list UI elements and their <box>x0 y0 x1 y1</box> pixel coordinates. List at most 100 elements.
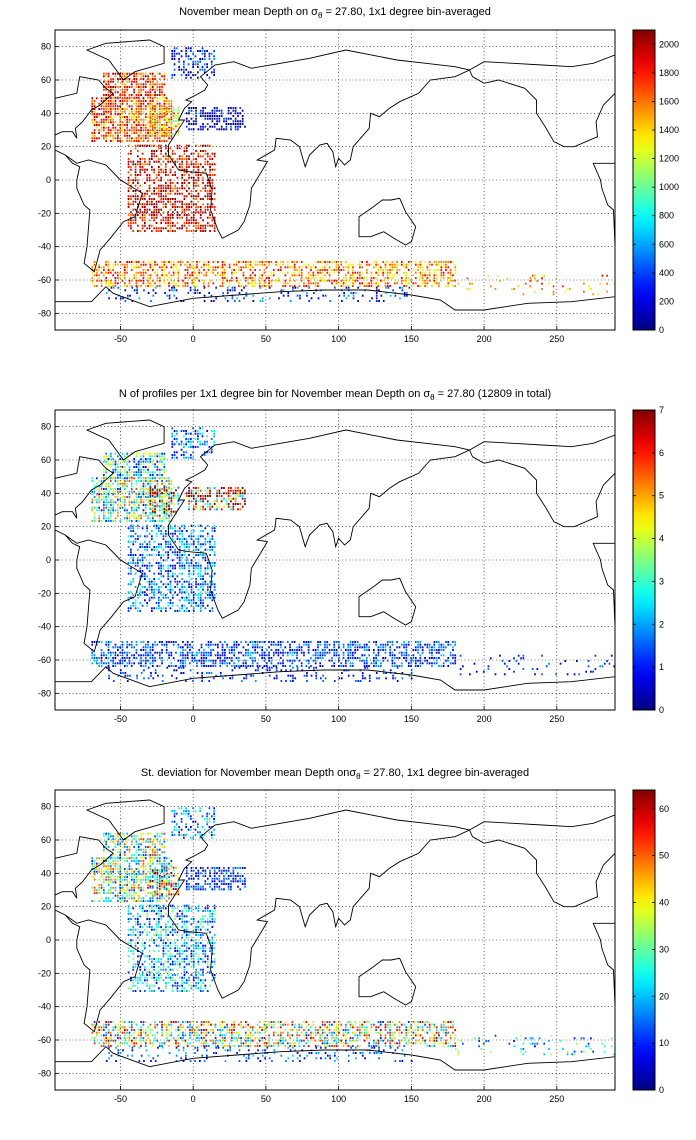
data-cell <box>165 106 168 109</box>
data-cell <box>247 282 249 285</box>
data-cell <box>203 659 205 662</box>
data-cell <box>192 184 195 187</box>
data-cell <box>176 430 178 432</box>
data-cell <box>105 100 107 102</box>
data-cell <box>149 480 152 482</box>
data-cell <box>211 575 214 578</box>
data-cell <box>172 117 175 120</box>
data-cell <box>421 271 424 274</box>
data-cell <box>137 91 140 94</box>
data-cell <box>261 641 263 643</box>
data-cell <box>183 174 186 176</box>
data-cell <box>167 554 169 556</box>
data-cell <box>179 261 182 263</box>
data-cell <box>212 282 215 285</box>
data-cell <box>183 527 186 530</box>
data-cell <box>175 120 177 122</box>
data-cell <box>181 535 183 538</box>
data-cell <box>226 286 229 289</box>
data-cell <box>117 482 119 485</box>
data-cell <box>177 279 180 282</box>
data-cell <box>203 269 205 271</box>
data-cell <box>414 263 417 266</box>
data-cell <box>307 641 310 643</box>
data-cell <box>144 496 147 498</box>
data-cell <box>258 269 261 271</box>
data-cell <box>220 112 223 115</box>
data-cell <box>268 659 270 662</box>
data-cell <box>146 211 148 214</box>
data-cell <box>154 112 156 114</box>
data-cell <box>103 108 105 110</box>
data-cell <box>100 520 103 522</box>
data-cell <box>112 108 114 110</box>
data-cell <box>275 279 277 282</box>
data-cell <box>208 55 211 58</box>
data-cell <box>147 80 149 83</box>
data-cell <box>144 124 147 126</box>
data-cell <box>202 495 204 497</box>
data-cell <box>204 206 207 208</box>
data-cell <box>160 200 162 203</box>
data-cell <box>193 266 196 269</box>
data-cell <box>277 263 280 266</box>
data-cell <box>261 277 263 279</box>
data-cell <box>144 659 147 662</box>
data-cell <box>210 659 212 662</box>
data-cell <box>151 105 154 108</box>
data-cell <box>185 543 188 546</box>
data-cell <box>566 288 569 290</box>
data-cell <box>335 279 338 282</box>
data-cell <box>117 460 119 463</box>
data-cell <box>352 654 354 657</box>
data-cell <box>110 113 112 116</box>
data-cell <box>209 492 211 495</box>
data-cell <box>524 282 527 285</box>
data-cell <box>319 279 322 282</box>
data-cell <box>105 643 107 646</box>
data-cell <box>178 591 181 594</box>
data-cell <box>190 50 192 52</box>
data-cell <box>139 230 142 232</box>
data-cell <box>249 266 252 269</box>
data-cell <box>347 657 350 659</box>
data-cell <box>396 269 398 271</box>
data-cell <box>197 500 200 503</box>
data-cell <box>162 564 165 567</box>
data-cell <box>321 266 324 269</box>
data-cell <box>141 198 144 200</box>
data-cell <box>569 288 571 290</box>
data-cell <box>142 468 145 471</box>
data-cell <box>103 75 105 78</box>
data-cell <box>181 187 183 190</box>
data-cell <box>403 292 406 294</box>
data-cell <box>214 269 217 271</box>
data-cell <box>127 152 130 155</box>
data-cell <box>114 279 117 282</box>
data-cell <box>195 580 197 583</box>
data-cell <box>352 269 354 271</box>
data-cell <box>218 489 221 492</box>
data-cell <box>366 643 368 646</box>
data-cell <box>259 300 262 302</box>
data-cell <box>114 282 117 285</box>
data-cell <box>217 657 219 659</box>
data-cell <box>170 118 173 121</box>
data-cell <box>213 551 216 554</box>
data-cell <box>158 477 161 480</box>
data-cell <box>213 500 216 503</box>
data-cell <box>174 610 176 612</box>
data-cell <box>184 269 187 271</box>
data-cell <box>128 493 131 496</box>
data-cell <box>117 282 119 285</box>
data-cell <box>103 129 105 132</box>
data-cell <box>126 651 128 654</box>
data-cell <box>105 493 107 496</box>
data-cell <box>199 575 202 578</box>
data-cell <box>148 214 151 216</box>
data-cell <box>211 184 214 187</box>
data-cell <box>160 572 162 575</box>
data-cell <box>300 271 303 274</box>
data-cell <box>168 132 170 134</box>
data-cell <box>127 535 130 538</box>
